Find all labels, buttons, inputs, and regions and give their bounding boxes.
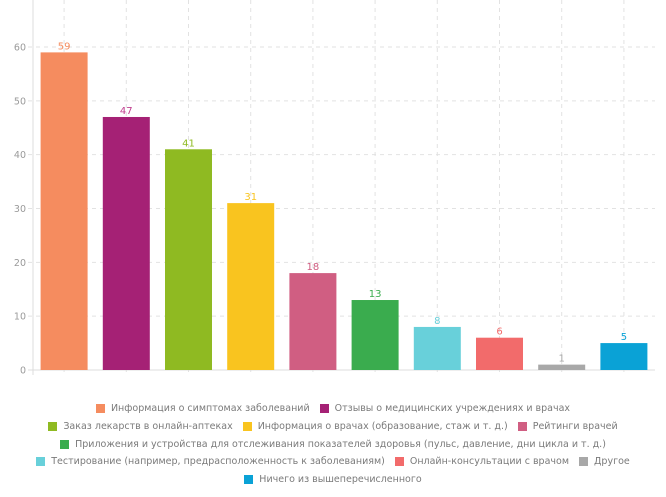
legend-swatch [244,475,254,485]
y-tick-label: 30 [14,204,26,215]
y-tick-label: 10 [14,312,26,323]
legend-item[interactable]: Ничего из вышеперечисленного [244,474,422,486]
y-tick-label: 50 [14,96,26,107]
legend-swatch [95,404,105,414]
bar [538,364,586,370]
legend-swatch [60,439,70,449]
legend-item[interactable]: Заказ лекарств в онлайн-аптеках [48,421,233,433]
legend-row: Заказ лекарств в онлайн-аптеках Информаци… [0,418,666,436]
data-label: 8 [434,316,440,327]
legend-item[interactable]: Рейтинги врачей [517,421,618,433]
data-label: 6 [496,327,502,338]
legend-label: Информация о врачах (образование, стаж и… [257,421,508,433]
y-tick-label: 0 [20,366,26,377]
bar [165,149,212,370]
legend-item[interactable]: Онлайн-консультации с врачом [394,456,569,468]
bar [40,52,88,371]
legend-label: Приложения и устройства для отслеживания… [75,438,606,450]
legend-swatch [48,422,58,432]
legend-row: Информация о симптомах заболеваний Отзывы… [0,400,666,418]
bar [351,300,399,370]
y-tick-label: 20 [14,258,26,269]
legend-swatch [319,404,329,414]
data-label: 31 [244,192,257,203]
data-label: 41 [182,138,195,149]
legend-swatch [242,422,252,432]
y-tick-label: 60 [14,43,26,54]
legend-label: Тестирование (например, предрасположенно… [51,456,385,468]
data-label: 59 [58,41,71,52]
legend-item[interactable]: Информация о врачах (образование, стаж и… [242,421,508,433]
y-tick-label: 40 [14,150,26,161]
bar-chart: 0 10 20 30 40 50 60 59 47 41 31 18 13 8 6 1 5 [14,0,655,377]
data-label: 18 [307,262,320,273]
legend-swatch [517,422,527,432]
legend-swatch [36,457,46,467]
legend-row: Ничего из вышеперечисленного [0,471,666,489]
legend-item[interactable]: Тестирование (например, предрасположенно… [36,456,385,467]
data-label: 1 [559,354,565,365]
legend-row: Приложения и устройства для отслеживания… [0,435,666,453]
legend-label: Рейтинги врачей [532,421,618,433]
bar [413,326,461,370]
data-label: 13 [369,289,382,300]
legend-label: Другое [594,456,630,468]
legend-label: Ничего из вышеперечисленного [259,474,422,486]
legend-item[interactable]: Другое [579,456,630,467]
legend-swatch [579,457,588,467]
data-label: 47 [120,106,133,117]
bar [289,273,337,370]
legend-label: Онлайн-консультации с врачом [409,456,569,468]
data-label: 5 [621,332,627,343]
legend: Информация о симптомах заболеваний Отзывы… [0,400,666,488]
bar [600,343,648,370]
legend-item[interactable]: Приложения и устройства для отслеживания… [60,439,606,450]
legend-label: Отзывы о медицинских учреждениях и врача… [334,403,571,415]
legend-row: Тестирование (например, предрасположенно… [0,453,666,471]
legend-label: Информация о симптомах заболеваний [110,403,310,415]
legend-label: Заказ лекарств в онлайн-аптеках [63,421,233,433]
legend-item[interactable]: Информация о симптомах заболеваний [95,403,310,415]
bar [227,203,275,370]
legend-swatch [394,457,404,467]
legend-item[interactable]: Отзывы о медицинских учреждениях и врача… [319,403,571,415]
bar [476,337,523,370]
bar [102,116,150,370]
